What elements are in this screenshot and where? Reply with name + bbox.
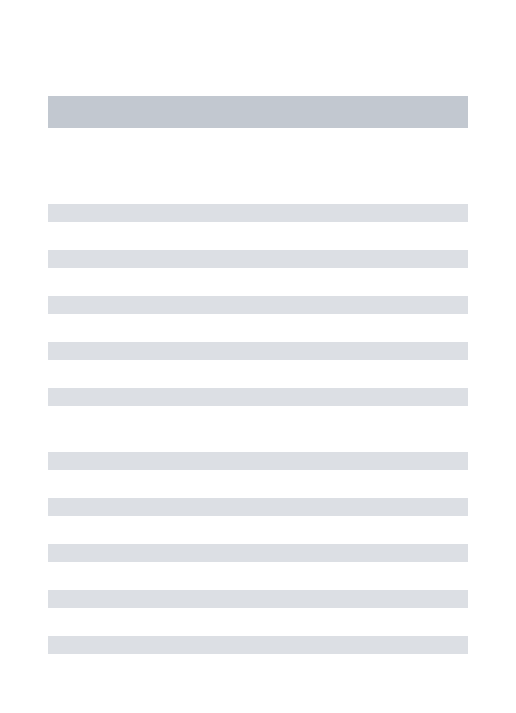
skeleton-section-gap xyxy=(48,434,468,452)
skeleton-line xyxy=(48,636,468,654)
skeleton-line xyxy=(48,342,468,360)
skeleton-line xyxy=(48,388,468,406)
skeleton-line xyxy=(48,498,468,516)
skeleton-line xyxy=(48,452,468,470)
skeleton-line xyxy=(48,250,468,268)
skeleton-section-1 xyxy=(48,204,468,406)
skeleton-title-bar xyxy=(48,96,468,128)
skeleton-line xyxy=(48,544,468,562)
skeleton-line xyxy=(48,296,468,314)
skeleton-line xyxy=(48,590,468,608)
skeleton-section-2 xyxy=(48,452,468,654)
skeleton-line xyxy=(48,204,468,222)
